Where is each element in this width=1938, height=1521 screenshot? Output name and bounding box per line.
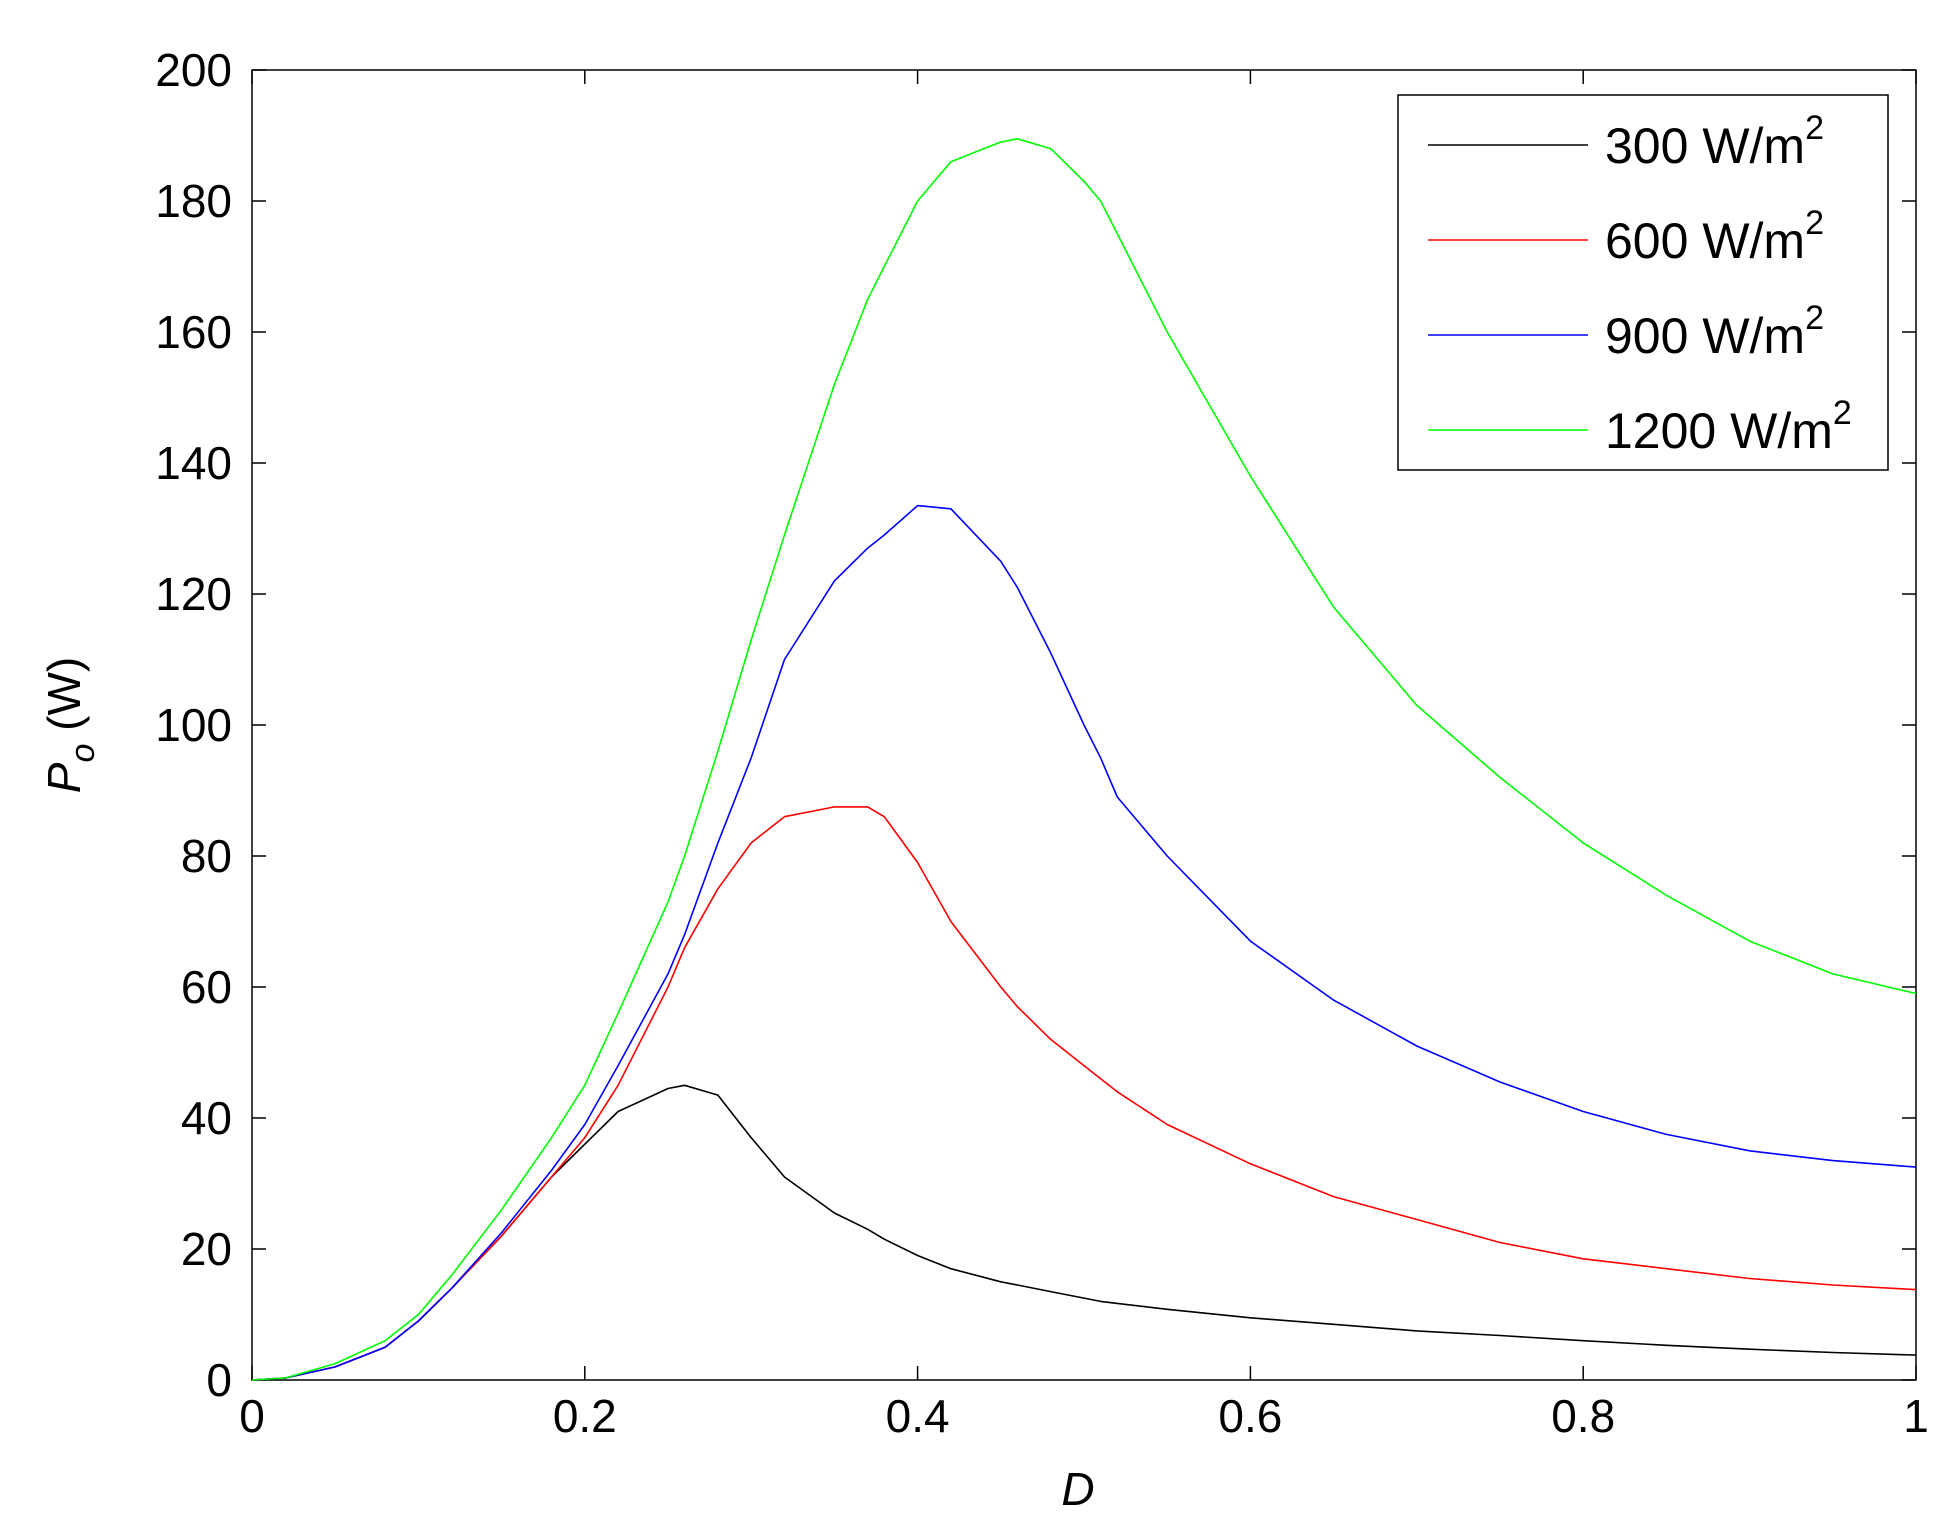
y-tick-label: 140 [155, 437, 232, 489]
series-lines [251, 138, 1917, 1381]
legend-label-text: 900 W/m [1605, 308, 1805, 364]
y-tick-label: 0 [206, 1354, 232, 1406]
legend-label-superscript: 2 [1805, 299, 1824, 337]
y-tick-label: 200 [155, 44, 232, 96]
svg-text:Po (W): Po (W) [38, 657, 102, 793]
y-tick-label: 120 [155, 568, 232, 620]
legend-label-superscript: 2 [1833, 394, 1852, 432]
y-axis-title: Po (W) [38, 657, 102, 793]
legend-label: 1200 W/m2 [1605, 394, 1852, 459]
y-tick-label: 100 [155, 699, 232, 751]
x-tick-label: 0.8 [1551, 1390, 1615, 1442]
y-tick-label: 160 [155, 306, 232, 358]
x-axis-title: D [1061, 1463, 1094, 1515]
x-tick-label: 0 [239, 1390, 265, 1442]
legend-label-superscript: 2 [1805, 204, 1824, 242]
y-axis-title-subscript: o [64, 744, 102, 763]
y-tick-label: 180 [155, 175, 232, 227]
series-line [251, 504, 1917, 1381]
axis-ticks [251, 69, 1917, 1381]
x-tick-label: 0.6 [1218, 1390, 1282, 1442]
legend-box [1397, 94, 1889, 471]
x-tick-label: 0.4 [886, 1390, 950, 1442]
y-tick-label: 40 [181, 1092, 232, 1144]
x-tick-label: 1 [1903, 1390, 1929, 1442]
series-line [251, 138, 1917, 1381]
legend-label: 300 W/m2 [1605, 109, 1824, 174]
y-axis-title-main: P [38, 762, 90, 793]
y-tick-label: 80 [181, 830, 232, 882]
x-tick-label: 0.2 [553, 1390, 617, 1442]
legend-label-text: 300 W/m [1605, 118, 1805, 174]
y-tick-label: 60 [181, 961, 232, 1013]
tick-labels: 0 0.2 0.4 0.6 0.8 1 0 20 40 60 80 100 120 140 160 180 20… [155, 44, 1929, 1442]
legend-label-superscript: 2 [1805, 109, 1824, 147]
legend-label-text: 600 W/m [1605, 213, 1805, 269]
legend-label: 900 W/m2 [1605, 299, 1824, 364]
legend-label: 600 W/m2 [1605, 204, 1824, 269]
legend-label-text: 1200 W/m [1605, 403, 1833, 459]
y-tick-label: 20 [181, 1223, 232, 1275]
y-axis-title-unit: (W) [38, 657, 90, 744]
series-line [251, 806, 1917, 1381]
